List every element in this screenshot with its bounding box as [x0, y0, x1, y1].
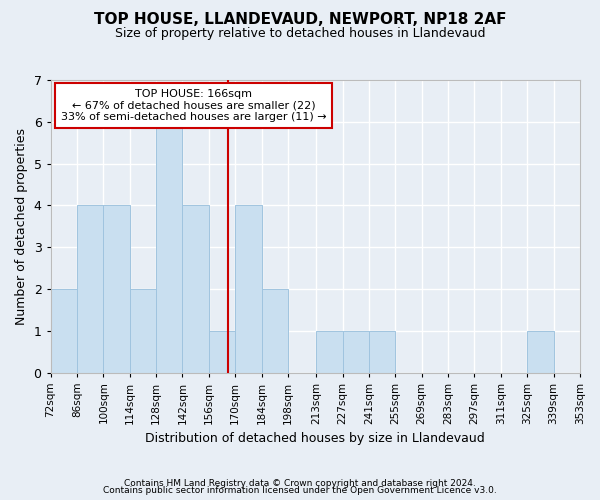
Text: Contains public sector information licensed under the Open Government Licence v3: Contains public sector information licen…: [103, 486, 497, 495]
Text: Size of property relative to detached houses in Llandevaud: Size of property relative to detached ho…: [115, 28, 485, 40]
Text: TOP HOUSE, LLANDEVAUD, NEWPORT, NP18 2AF: TOP HOUSE, LLANDEVAUD, NEWPORT, NP18 2AF: [94, 12, 506, 28]
Bar: [77, 206, 103, 372]
Bar: [209, 330, 235, 372]
Bar: [527, 330, 554, 372]
Bar: [50, 289, 77, 372]
Bar: [103, 206, 130, 372]
Text: Contains HM Land Registry data © Crown copyright and database right 2024.: Contains HM Land Registry data © Crown c…: [124, 478, 476, 488]
Bar: [343, 330, 369, 372]
Bar: [369, 330, 395, 372]
Y-axis label: Number of detached properties: Number of detached properties: [15, 128, 28, 325]
Text: TOP HOUSE: 166sqm
← 67% of detached houses are smaller (22)
33% of semi-detached: TOP HOUSE: 166sqm ← 67% of detached hous…: [61, 89, 326, 122]
Bar: [156, 122, 182, 372]
Bar: [262, 289, 288, 372]
X-axis label: Distribution of detached houses by size in Llandevaud: Distribution of detached houses by size …: [145, 432, 485, 445]
Bar: [235, 206, 262, 372]
Bar: [130, 289, 156, 372]
Bar: [182, 206, 209, 372]
Bar: [316, 330, 343, 372]
